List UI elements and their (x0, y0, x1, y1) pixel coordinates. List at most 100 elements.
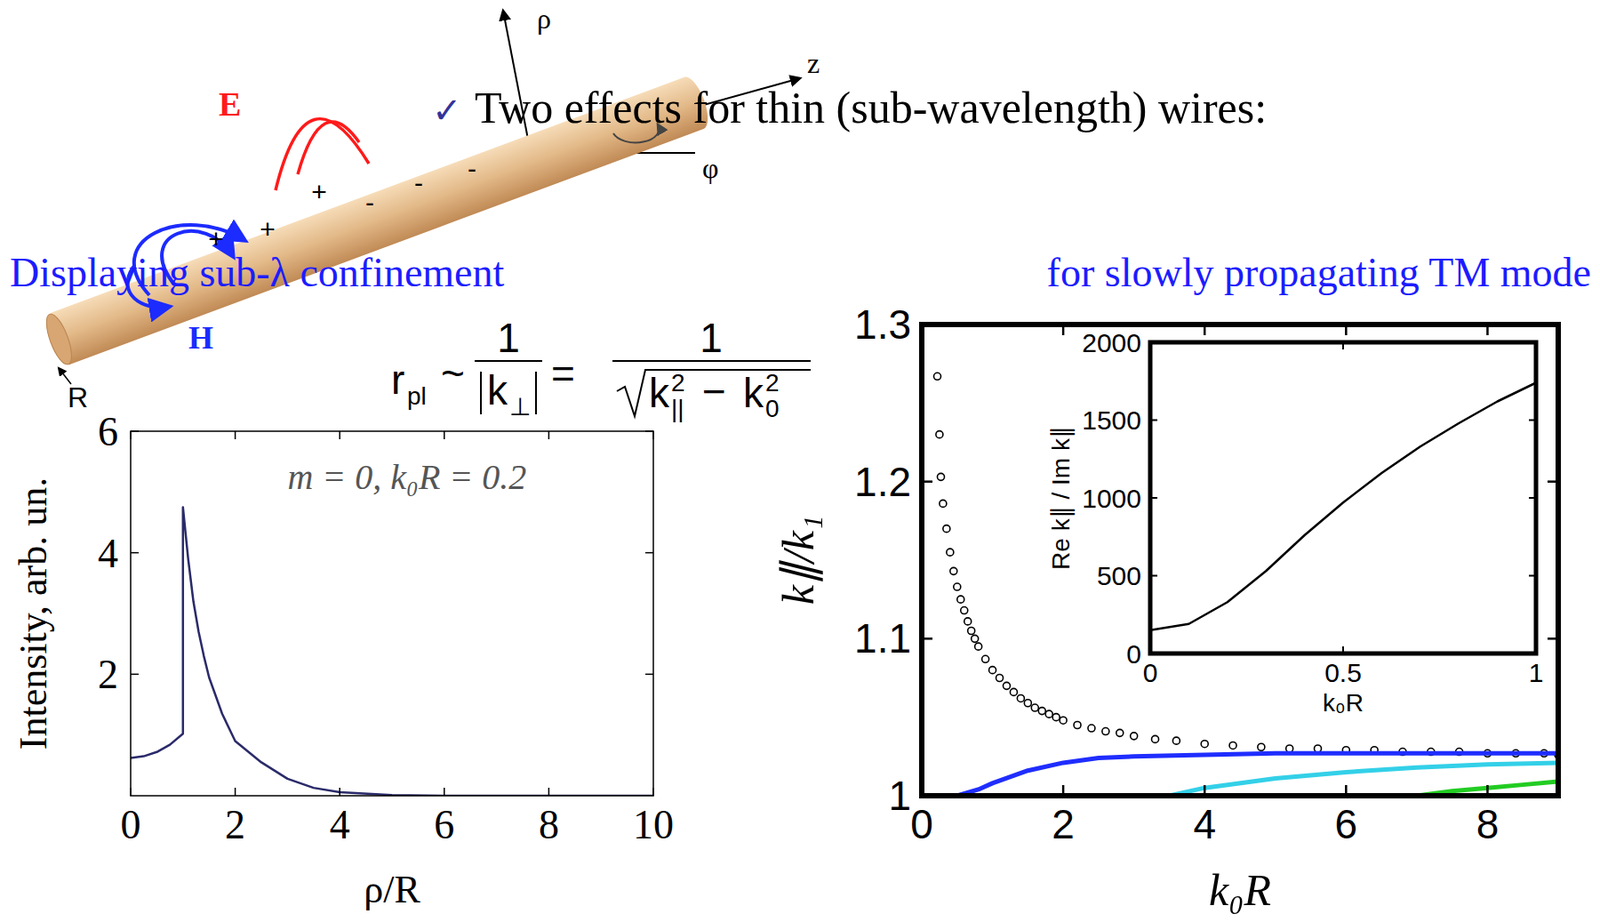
formula-power: 2 (765, 368, 780, 397)
data-point (1257, 743, 1265, 751)
formula-numerator: 1 (496, 314, 520, 361)
plot-frame (130, 431, 654, 796)
data-point (1052, 713, 1060, 721)
field-label: H (188, 320, 214, 356)
charge: + (311, 176, 328, 207)
chart-1: 0246811.11.21.3k₀Rk∥/k₁ (773, 301, 1562, 915)
formula-symbol: k (743, 369, 765, 416)
tick (443, 787, 446, 796)
bullet-mark: ✓ (432, 89, 463, 131)
charge: + (259, 214, 276, 244)
tick-label: 1000 (1081, 483, 1142, 513)
tick (1486, 324, 1489, 336)
tick (1062, 324, 1065, 336)
tick-label: 1 (888, 772, 912, 819)
data-point (936, 431, 944, 439)
data-line (1168, 762, 1559, 796)
data-point (968, 627, 976, 635)
data-point (936, 472, 944, 480)
abs-bar (480, 371, 482, 415)
headline: for slowly propagating TM mode (1047, 249, 1592, 296)
data-point (939, 499, 947, 507)
tick-label: 0 (1143, 657, 1159, 688)
formula-symbol: k (648, 369, 671, 416)
tick (1547, 794, 1559, 798)
data-point (1200, 740, 1208, 748)
tick (1547, 480, 1559, 483)
data-point (950, 567, 958, 575)
tick-label: 2 (1051, 800, 1075, 848)
e-field-line (297, 121, 360, 175)
tick-label: 500 (1096, 560, 1142, 591)
tick (1528, 575, 1536, 577)
charge: - (414, 168, 424, 198)
tick (548, 431, 551, 440)
axis-title: k₀R (1322, 688, 1364, 717)
tick (921, 480, 933, 483)
tick (338, 431, 341, 440)
tick (130, 430, 139, 432)
tick (920, 324, 924, 336)
data-point (943, 525, 951, 533)
data-point (1116, 728, 1124, 736)
formula-numerator: 1 (699, 314, 723, 361)
tick (1203, 324, 1207, 336)
data-point (1038, 707, 1046, 715)
tick (234, 431, 237, 440)
tick-label: 4 (97, 530, 119, 576)
data-point (1024, 699, 1032, 707)
tick (1528, 496, 1536, 499)
tick-label: 2 (97, 651, 119, 697)
slide: +++---ρzφEHR✓Two effects for thin (sub-w… (0, 0, 1600, 922)
formula-subscript: 0 (765, 394, 780, 423)
charge: - (467, 153, 477, 184)
tick (921, 323, 933, 327)
wire-diagram: +++---ρzφEHR (40, 2, 820, 414)
tick-label: 8 (1476, 800, 1500, 848)
bullet-text: Two effects for thin (sub-wavelength) wi… (474, 82, 1267, 133)
tick-label: 1.2 (854, 458, 912, 505)
axis-label: z (807, 47, 820, 80)
data-point (957, 595, 965, 603)
formula-relation: ~ (440, 350, 465, 397)
tick (1344, 784, 1348, 796)
axis-label: φ (702, 152, 719, 184)
tick (652, 431, 655, 440)
data-point (1073, 721, 1081, 729)
tick (645, 430, 654, 432)
tick (921, 637, 933, 640)
data-line (130, 506, 654, 796)
tick (1547, 323, 1559, 327)
tick-label: 6 (97, 408, 119, 455)
data-point (971, 634, 979, 642)
tick (1344, 324, 1348, 336)
tick-label: 1.1 (854, 615, 912, 662)
tick (338, 787, 341, 796)
axis-title: k₀R (1208, 864, 1272, 915)
tick (548, 787, 551, 796)
tick-label: 2000 (1081, 328, 1142, 358)
formula: rpl~1k⊥=1k||2−k02 (391, 314, 811, 423)
data-point (1172, 736, 1180, 744)
annotation: m = 0, k₀R = 0.2 (287, 456, 527, 497)
tick (1150, 341, 1158, 344)
tick (1486, 784, 1489, 796)
chart-0: 0246810246ρ/RIntensity, arb. un.m = 0, k… (11, 408, 674, 912)
data-point (934, 372, 942, 380)
data-point (1229, 741, 1237, 749)
tick (645, 673, 654, 676)
tick-label: 1 (1528, 657, 1544, 688)
tick (130, 673, 139, 676)
data-line (1150, 383, 1536, 631)
headline: Displaying sub-λ confinement (9, 249, 505, 296)
formula-minus: − (702, 368, 727, 415)
data-point (1102, 728, 1110, 736)
data-point (989, 666, 997, 674)
tick (1149, 342, 1152, 350)
formula-symbol: k (487, 367, 509, 414)
formula-symbol: r (391, 356, 405, 403)
data-layer (1150, 383, 1536, 631)
formula-subscript: || (671, 394, 685, 423)
data-point (960, 607, 968, 615)
field-label: E (218, 85, 241, 123)
